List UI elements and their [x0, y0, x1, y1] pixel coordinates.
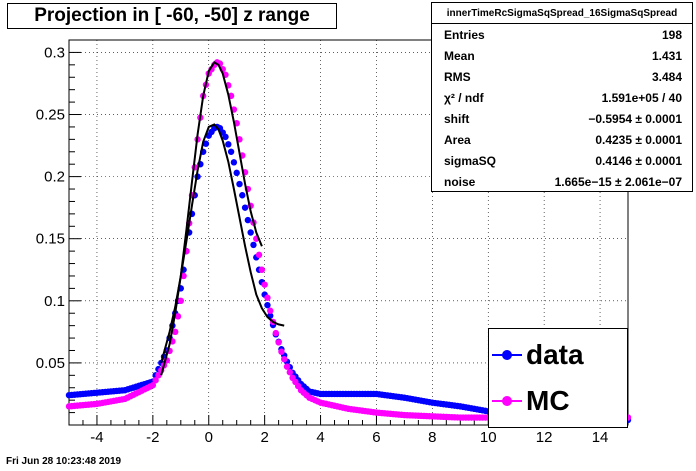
stats-label: shift	[444, 111, 470, 126]
stats-value: 0.4146 ± 0.0001	[595, 153, 682, 168]
x-tick-label: -2	[146, 429, 159, 446]
data-point	[241, 204, 249, 211]
data-point	[261, 281, 268, 288]
data-point	[264, 301, 271, 309]
data-point	[202, 140, 210, 147]
y-tick-label: 0.1	[44, 293, 65, 310]
legend-marker-mc	[492, 391, 522, 411]
data-point	[227, 148, 235, 155]
data-point	[250, 241, 257, 249]
y-tick-label: 0.3	[44, 44, 65, 61]
legend-label-mc: MC	[526, 385, 570, 416]
stats-label: noise	[444, 174, 476, 189]
stats-row: Mean 1.431	[432, 45, 692, 66]
data-point	[155, 372, 162, 379]
legend-item-mc: MC	[489, 379, 629, 423]
data-point	[149, 382, 157, 389]
stats-value: 1.665e−15 ± 2.061e−07	[554, 174, 682, 189]
timestamp: Fri Jun 28 10:23:48 2019	[6, 456, 122, 467]
data-point	[225, 141, 232, 148]
legend: data MC	[488, 328, 628, 428]
stats-value: 0.4235 ± 0.0001	[595, 132, 682, 147]
data-point	[281, 355, 288, 363]
stats-label: χ² / ndf	[444, 90, 484, 105]
stats-value: 198	[661, 27, 682, 42]
legend-item-data: data	[489, 333, 629, 377]
x-tick-label: 4	[316, 429, 324, 446]
chart-title: Projection in [ -60, -50] z range	[7, 3, 337, 29]
stats-row: χ² / ndf 1.591e+05 / 40	[432, 87, 692, 108]
stats-label: RMS	[444, 69, 471, 84]
data-point	[278, 348, 285, 355]
data-point	[258, 266, 266, 273]
data-point	[247, 229, 254, 236]
data-point	[152, 377, 159, 384]
stats-row: noise 1.665e−15 ± 2.061e−07	[432, 171, 692, 192]
y-tick-label: 0.15	[36, 231, 65, 248]
x-tick-label: 14	[592, 429, 609, 446]
fit-curve	[160, 123, 285, 364]
stats-value: −0.5954 ± 0.0001	[588, 111, 682, 126]
data-point	[275, 339, 282, 346]
data-point	[267, 307, 274, 314]
stats-value: 3.484	[651, 69, 682, 84]
stats-box: innerTimeRcSigmaSqSpread_16SigmaSqSpread…	[431, 2, 693, 192]
data-point	[286, 369, 294, 376]
data-point	[244, 216, 252, 224]
stats-row: shift −0.5954 ± 0.0001	[432, 108, 692, 129]
stats-label: Mean	[444, 48, 475, 63]
stats-label: sigmaSQ	[444, 153, 497, 168]
y-tick-label: 0.25	[36, 107, 65, 124]
x-tick-label: 10	[480, 429, 497, 446]
stats-value: 1.591e+05 / 40	[601, 90, 682, 105]
data-point	[283, 363, 291, 370]
x-tick-label: 12	[536, 429, 553, 446]
legend-label-data: data	[526, 339, 584, 370]
stats-row: Entries 198	[432, 24, 692, 45]
x-tick-label: 2	[260, 429, 268, 446]
data-point	[272, 329, 280, 337]
y-tick-label: 0.2	[44, 169, 65, 186]
stats-row: Area 0.4235 ± 0.0001	[432, 129, 692, 150]
stats-value: 1.431	[651, 48, 682, 63]
data-point	[172, 328, 179, 336]
data-point	[222, 133, 229, 141]
fit-curve	[160, 61, 263, 376]
x-tick-label: -4	[90, 429, 103, 446]
data-point	[177, 297, 184, 305]
stats-row: sigmaSQ 0.4146 ± 0.0001	[432, 150, 692, 171]
x-tick-label: 0	[205, 429, 213, 446]
x-tick-label: 8	[428, 429, 436, 446]
data-point	[230, 159, 238, 166]
data-point	[239, 192, 246, 199]
stats-label: Entries	[444, 27, 485, 42]
data-point	[255, 251, 263, 259]
x-tick-label: 6	[372, 429, 380, 446]
legend-marker-data	[492, 345, 522, 365]
stats-title: innerTimeRcSigmaSqSpread_16SigmaSqSpread	[432, 3, 692, 24]
data-point	[233, 169, 240, 177]
y-tick-label: 0.05	[36, 355, 65, 372]
stats-row: RMS 3.484	[432, 66, 692, 87]
data-point	[236, 180, 243, 188]
data-point	[264, 294, 271, 301]
data-point	[174, 313, 182, 320]
stats-label: Area	[444, 132, 471, 147]
